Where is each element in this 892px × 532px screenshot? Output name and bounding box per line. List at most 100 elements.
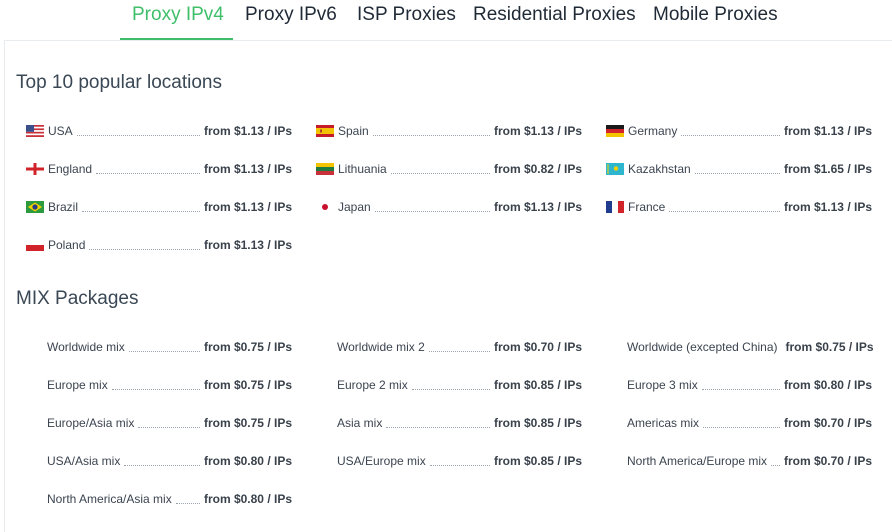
location-price: from $1.13 / IPs [783,200,872,214]
mix-row[interactable]: Worldwide mix 2 from $0.70 / IPs [337,338,582,356]
jp-flag-icon [316,201,334,213]
location-name: France [628,200,666,214]
location-row-brazil[interactable]: Brazil from $1.13 / IPs [26,198,292,216]
mix-price: from $0.70 / IPs [493,340,582,354]
dot-leader [428,350,490,352]
dot-leader [694,172,780,174]
mix-price: from $0.75 / IPs [203,416,292,430]
mix-row[interactable]: Europe/Asia mix from $0.75 / IPs [47,414,292,432]
dot-leader [372,134,490,136]
mix-price: from $0.85 / IPs [493,378,582,392]
location-name: USA [48,124,73,138]
tab-isp-proxies[interactable]: ISP Proxies [357,4,456,25]
mix-price: from $0.70 / IPs [783,416,872,430]
us-flag-icon [26,125,44,137]
mix-price: from $0.80 / IPs [203,454,292,468]
location-row-kazakhstan[interactable]: Kazakhstan from $1.65 / IPs [606,160,872,178]
mix-name: Worldwide (excepted China) [627,340,778,354]
mix-name: Europe/Asia mix [47,416,135,430]
mix-row[interactable]: USA/Asia mix from $0.80 / IPs [47,452,292,470]
lt-flag-icon [316,163,334,175]
location-name: Kazakhstan [628,162,691,176]
mix-row[interactable]: Americas mix from $0.70 / IPs [627,414,872,432]
br-flag-icon [26,201,44,213]
dot-leader [386,426,490,428]
location-row-lithuania[interactable]: Lithuania from $0.82 / IPs [316,160,582,178]
location-price: from $1.13 / IPs [203,124,292,138]
location-row-germany[interactable]: Germany from $1.13 / IPs [606,122,872,140]
active-tab-indicator [120,38,233,40]
mix-row[interactable]: Europe mix from $0.75 / IPs [47,376,292,394]
location-name: Brazil [48,200,79,214]
tab-residential-proxies[interactable]: Residential Proxies [473,4,636,25]
dot-leader [374,210,490,212]
location-price: from $0.82 / IPs [493,162,582,176]
mix-name: USA/Europe mix [337,454,426,468]
mix-price: from $0.70 / IPs [783,454,872,468]
dot-leader [429,464,490,466]
mix-name: Americas mix [627,416,700,430]
location-name: Japan [338,200,371,214]
dot-leader [124,464,200,466]
tab-mobile-proxies[interactable]: Mobile Proxies [653,4,778,25]
tab-proxy-ipv6[interactable]: Proxy IPv6 [245,4,337,25]
location-name: Poland [48,238,86,252]
mix-name: North America/Asia mix [47,492,172,506]
mix-row[interactable]: Asia mix from $0.85 / IPs [337,414,582,432]
location-row-france[interactable]: France from $1.13 / IPs [606,198,872,216]
mix-price: from $0.75 / IPs [203,340,292,354]
mix-row[interactable]: Worldwide mix from $0.75 / IPs [47,338,292,356]
mix-name: North America/Europe mix [627,454,768,468]
kz-flag-icon [606,163,624,175]
dot-leader [82,210,200,212]
dot-leader [701,388,780,390]
dot-leader [175,502,200,504]
mix-price: from $0.85 / IPs [493,416,582,430]
fr-flag-icon [606,201,624,213]
dot-leader [111,388,200,390]
dot-leader [390,172,490,174]
dot-leader [128,350,200,352]
location-name: Spain [338,124,369,138]
mix-row[interactable]: North America/Asia mix from $0.80 / IPs [47,490,292,508]
mix-name: Asia mix [337,416,383,430]
location-name: England [48,162,93,176]
dot-leader [669,210,780,212]
dot-leader [76,134,200,136]
location-row-japan[interactable]: Japan from $1.13 / IPs [316,198,582,216]
mix-price: from $0.80 / IPs [783,378,872,392]
location-price: from $1.13 / IPs [783,124,872,138]
tab-panel [4,40,892,532]
dot-leader [96,172,200,174]
dot-leader [411,388,490,390]
location-row-england[interactable]: England from $1.13 / IPs [26,160,292,178]
mix-row[interactable]: Worldwide (excepted China) from $0.75 / … [627,338,874,356]
location-price: from $1.13 / IPs [203,238,292,252]
pl-flag-icon [26,239,44,251]
location-row-spain[interactable]: Spain from $1.13 / IPs [316,122,582,140]
location-row-poland[interactable]: Poland from $1.13 / IPs [26,236,292,254]
dot-leader [771,464,780,466]
location-price: from $1.13 / IPs [203,162,292,176]
mix-price: from $0.75 / IPs [785,340,874,354]
proxy-type-tabs: Proxy IPv4 Proxy IPv6 ISP Proxies Reside… [0,0,892,40]
dot-leader [89,248,200,250]
location-name: Lithuania [338,162,387,176]
mix-price: from $0.80 / IPs [203,492,292,506]
dot-leader [681,134,780,136]
mix-row[interactable]: North America/Europe mix from $0.70 / IP… [627,452,872,470]
location-row-usa[interactable]: USA from $1.13 / IPs [26,122,292,140]
mix-row[interactable]: USA/Europe mix from $0.85 / IPs [337,452,582,470]
mix-name: USA/Asia mix [47,454,121,468]
mix-name: Europe mix [47,378,108,392]
mix-name: Europe 2 mix [337,378,408,392]
mix-row[interactable]: Europe 2 mix from $0.85 / IPs [337,376,582,394]
mix-name: Europe 3 mix [627,378,698,392]
location-price: from $1.13 / IPs [203,200,292,214]
es-flag-icon [316,125,334,137]
location-price: from $1.13 / IPs [493,124,582,138]
mix-row[interactable]: Europe 3 mix from $0.80 / IPs [627,376,872,394]
tab-proxy-ipv4[interactable]: Proxy IPv4 [132,4,224,25]
mix-name: Worldwide mix 2 [337,340,425,354]
de-flag-icon [606,125,624,137]
